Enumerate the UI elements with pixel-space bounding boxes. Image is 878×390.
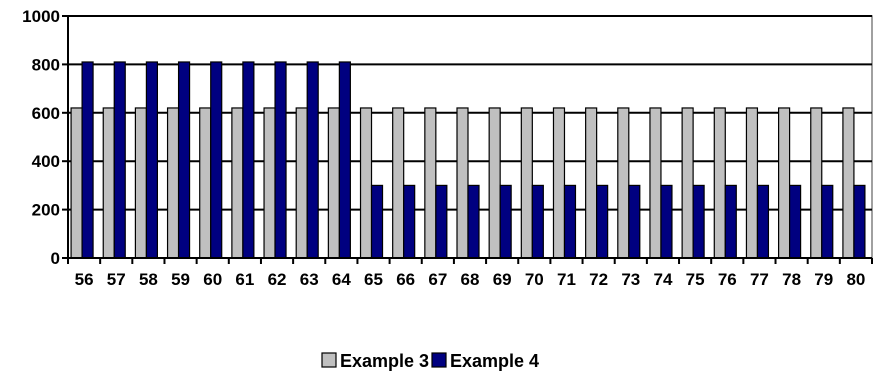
bar-example-4-58 <box>145 61 158 259</box>
x-tick-label: 70 <box>525 270 544 289</box>
bar-example-3-74 <box>649 107 662 259</box>
bar-example-3-59 <box>166 107 180 259</box>
x-tick-label: 57 <box>107 270 126 289</box>
x-tick-label: 69 <box>493 270 512 289</box>
x-tick-label: 64 <box>332 270 351 289</box>
bar-example-3-61 <box>231 107 244 259</box>
x-tick-label: 59 <box>171 270 190 289</box>
bar-example-4-78 <box>788 184 802 259</box>
legend-swatch-example-4 <box>431 352 447 368</box>
bar-example-4-68 <box>467 184 480 259</box>
bar-example-3-68 <box>456 107 469 259</box>
x-tick-label: 68 <box>461 270 480 289</box>
bar-example-4-80 <box>853 184 866 259</box>
legend: Example 3 Example 4 <box>321 351 539 371</box>
bar-example-4-71 <box>563 184 577 259</box>
x-tick-label: 72 <box>589 270 608 289</box>
bar-example-4-74 <box>660 184 673 259</box>
bar-example-4-77 <box>756 184 770 259</box>
bar-example-3-66 <box>392 107 405 259</box>
x-tick-label: 78 <box>782 270 801 289</box>
bar-example-4-69 <box>499 184 512 259</box>
y-tick-label: 600 <box>32 104 60 123</box>
bar-example-4-72 <box>596 184 609 259</box>
bar-example-4-63 <box>306 61 319 259</box>
bar-example-3-77 <box>745 107 759 259</box>
bar-example-3-76 <box>713 107 726 259</box>
x-tick-label: 60 <box>203 270 222 289</box>
bar-example-4-64 <box>338 61 351 259</box>
bar-example-4-73 <box>628 184 641 259</box>
x-tick-label: 58 <box>139 270 158 289</box>
x-tick-label: 56 <box>75 270 94 289</box>
x-tick-label: 74 <box>653 270 672 289</box>
bar-example-4-62 <box>274 61 287 259</box>
x-tick-label: 80 <box>846 270 865 289</box>
bar-example-4-76 <box>724 184 737 259</box>
x-tick-label: 65 <box>364 270 383 289</box>
bar-example-3-78 <box>777 107 791 259</box>
legend-label-example-3: Example 3 <box>340 351 429 371</box>
y-tick-label: 1000 <box>22 7 60 26</box>
bar-example-4-75 <box>692 184 705 259</box>
x-tick-label: 75 <box>686 270 705 289</box>
y-axis-ticks: 0 200 400 600 800 1000 <box>22 7 68 268</box>
bar-example-3-71 <box>552 107 566 259</box>
bar-example-3-70 <box>520 107 533 259</box>
y-tick-label: 200 <box>32 201 60 220</box>
bar-example-3-60 <box>199 107 212 259</box>
x-tick-label: 66 <box>396 270 415 289</box>
bar-example-3-67 <box>424 107 437 259</box>
bar-example-3-63 <box>295 107 308 259</box>
bar-example-4-57 <box>113 61 126 259</box>
bar-example-3-73 <box>617 107 630 259</box>
bar-example-4-70 <box>531 184 544 259</box>
bar-example-4-65 <box>370 184 384 259</box>
bar-example-3-57 <box>102 107 115 259</box>
x-tick-label: 63 <box>300 270 319 289</box>
bar-example-4-66 <box>403 184 416 259</box>
x-tick-label: 79 <box>814 270 833 289</box>
bar-example-3-65 <box>359 107 373 259</box>
bar-example-4-67 <box>435 184 448 259</box>
bar-example-3-80 <box>842 107 855 259</box>
bar-example-3-64 <box>327 107 340 259</box>
bar-example-3-62 <box>263 107 276 259</box>
x-tick-label: 77 <box>750 270 769 289</box>
bar-example-3-75 <box>681 107 694 259</box>
bar-example-3-69 <box>488 107 501 259</box>
bar-example-3-79 <box>810 107 823 259</box>
x-tick-label: 62 <box>268 270 287 289</box>
bar-example-4-59 <box>177 61 191 259</box>
legend-label-example-4: Example 4 <box>450 351 539 371</box>
y-tick-label: 0 <box>51 249 60 268</box>
bar-example-3-58 <box>134 107 147 259</box>
bar-example-4-61 <box>242 61 255 259</box>
x-axis-ticks: 56 57 58 59 60 61 62 63 64 65 66 67 68 69 70 71 72 73 74 75… <box>67 258 873 289</box>
bar-example-3-72 <box>585 107 598 259</box>
bar-example-4-56 <box>81 61 94 259</box>
axes <box>67 16 872 259</box>
bar-example-3-56 <box>70 107 83 259</box>
x-tick-label: 61 <box>235 270 254 289</box>
bar-example-4-60 <box>210 61 223 259</box>
legend-swatch-example-3 <box>321 352 337 368</box>
y-tick-label: 400 <box>32 152 60 171</box>
x-tick-label: 76 <box>718 270 737 289</box>
x-tick-label: 67 <box>428 270 447 289</box>
x-tick-label: 71 <box>557 270 576 289</box>
bar-example-4-79 <box>821 184 834 259</box>
y-tick-label: 800 <box>32 55 60 74</box>
x-tick-label: 73 <box>621 270 640 289</box>
